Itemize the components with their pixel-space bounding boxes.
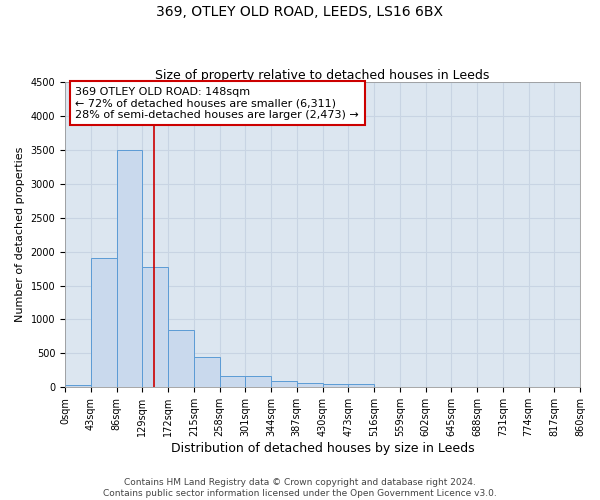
Text: 369, OTLEY OLD ROAD, LEEDS, LS16 6BX: 369, OTLEY OLD ROAD, LEEDS, LS16 6BX (157, 5, 443, 19)
Bar (142, 266, 168, 388)
X-axis label: Distribution of detached houses by size in Leeds: Distribution of detached houses by size … (171, 442, 475, 455)
Bar (220, 376, 245, 388)
Bar (116, 150, 142, 388)
Bar (168, 330, 194, 388)
Bar (348, 384, 374, 388)
Bar (245, 376, 271, 388)
Bar (65, 384, 91, 388)
Bar (91, 258, 116, 388)
Y-axis label: Number of detached properties: Number of detached properties (15, 147, 25, 322)
Bar (271, 381, 297, 388)
Text: Contains HM Land Registry data © Crown copyright and database right 2024.
Contai: Contains HM Land Registry data © Crown c… (103, 478, 497, 498)
Bar (297, 383, 323, 388)
Text: 369 OTLEY OLD ROAD: 148sqm
← 72% of detached houses are smaller (6,311)
28% of s: 369 OTLEY OLD ROAD: 148sqm ← 72% of deta… (76, 86, 359, 120)
Title: Size of property relative to detached houses in Leeds: Size of property relative to detached ho… (155, 69, 490, 82)
Bar (194, 357, 220, 388)
Bar (323, 384, 348, 388)
